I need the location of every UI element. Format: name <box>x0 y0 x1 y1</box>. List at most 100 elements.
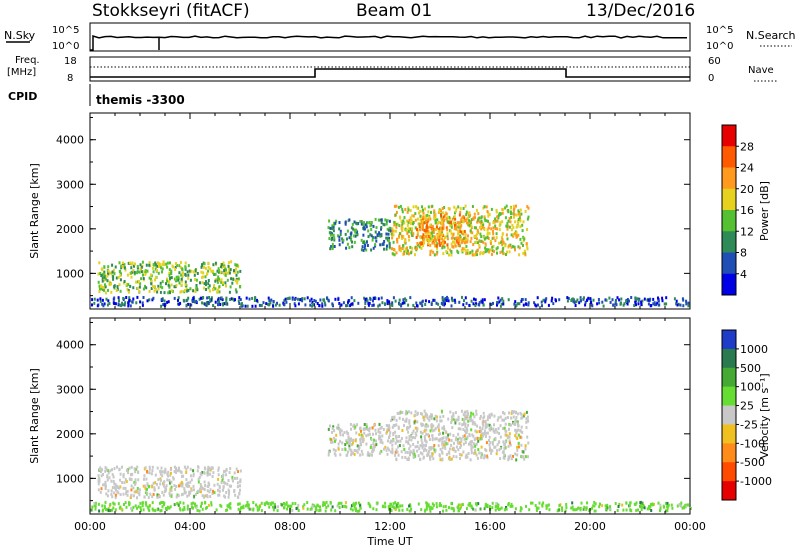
scatter-cell <box>407 235 410 238</box>
scatter-cell <box>598 301 601 305</box>
scatter-cell <box>388 226 391 230</box>
scatter-cell <box>332 229 335 233</box>
scatter-cell <box>220 481 223 485</box>
scatter-cell <box>208 289 211 293</box>
scatter-cell <box>116 465 118 469</box>
scatter-cell <box>140 270 143 274</box>
scatter-cell <box>519 237 522 241</box>
scatter-cell <box>397 205 400 209</box>
scatter-cell <box>409 245 412 249</box>
scatter-cell <box>479 240 482 243</box>
scatter-cell <box>190 478 193 482</box>
scatter-cell <box>393 415 396 419</box>
scatter-cell <box>299 298 302 302</box>
scatter-cell <box>375 226 378 229</box>
scatter-cell <box>361 452 364 456</box>
scatter-cell <box>461 503 464 507</box>
scatter-cell <box>206 489 209 493</box>
scatter-cell <box>416 440 419 444</box>
scatter-cell <box>160 470 163 474</box>
scatter-cell <box>401 226 404 230</box>
scatter-cell <box>626 298 629 301</box>
scatter-cell <box>165 507 167 510</box>
scatter-cell <box>525 426 528 430</box>
scatter-cell <box>462 232 465 236</box>
scatter-cell <box>200 490 202 494</box>
scatter-cell <box>439 502 441 506</box>
scatter-cell <box>510 502 513 506</box>
scatter-cell <box>224 495 227 499</box>
scatter-cell <box>483 215 486 219</box>
scatter-cell <box>416 427 419 431</box>
scatter-cell <box>156 261 159 265</box>
scatter-cell <box>152 266 154 270</box>
scatter-cell <box>378 422 381 426</box>
scatter-cell <box>393 204 396 208</box>
scatter-cell <box>268 298 271 302</box>
scatter-cell <box>419 412 422 416</box>
scatter-cell <box>203 471 206 475</box>
scatter-cell <box>440 229 443 233</box>
scatter-cell <box>476 232 479 236</box>
scatter-cell <box>395 458 398 462</box>
scatter-cell <box>327 427 330 431</box>
scatter-cell <box>479 436 482 440</box>
scatter-cell <box>390 450 393 454</box>
scatter-cell <box>426 225 429 229</box>
scatter-cell <box>496 418 499 422</box>
scatter-cell <box>115 289 118 292</box>
scatter-cell <box>424 214 427 218</box>
scatter-cell <box>461 220 464 224</box>
scatter-cell <box>460 444 462 448</box>
scatter-cell <box>425 423 428 427</box>
scatter-cell <box>491 245 494 249</box>
scatter-cell <box>151 495 154 499</box>
scatter-cell <box>410 411 413 415</box>
scatter-cell <box>337 447 340 451</box>
scatter-cell <box>374 428 377 432</box>
scatter-cell <box>176 469 179 473</box>
y-tick-label: 1000 <box>56 267 84 280</box>
scatter-cell <box>445 442 448 446</box>
colorbar-swatch <box>722 188 736 211</box>
scatter-cell <box>391 236 394 240</box>
scatter-cell <box>224 273 227 277</box>
scatter-cell <box>488 446 491 450</box>
scatter-cell <box>201 301 204 305</box>
scatter-cell <box>421 452 424 456</box>
scatter-cell <box>229 285 232 289</box>
scatter-cell <box>508 439 511 443</box>
colorbar-label: Power [dB] <box>758 181 771 241</box>
scatter-cell <box>181 271 184 275</box>
scatter-cell <box>541 503 544 507</box>
scatter-cell <box>429 505 432 509</box>
scatter-cell <box>597 298 600 301</box>
nsky-tick-top: 10^5 <box>52 25 79 36</box>
scatter-cell <box>225 491 228 494</box>
scatter-cell <box>365 442 368 446</box>
scatter-cell <box>409 296 412 300</box>
scatter-cell <box>589 297 592 301</box>
scatter-cell <box>170 289 173 293</box>
scatter-cell <box>232 297 235 301</box>
scatter-cell <box>237 277 240 281</box>
scatter-cell <box>272 304 275 308</box>
scatter-cell <box>409 435 412 438</box>
scatter-cell <box>348 246 351 250</box>
scatter-cell <box>316 503 319 507</box>
scatter-cell <box>485 219 488 223</box>
freq-panel-frame <box>89 56 691 82</box>
scatter-cell <box>185 287 188 291</box>
scatter-cell <box>676 504 679 508</box>
scatter-cell <box>327 298 330 302</box>
scatter-cell <box>415 433 418 437</box>
scatter-cell <box>109 469 112 473</box>
scatter-cell <box>406 507 409 511</box>
scatter-cell <box>391 227 394 231</box>
scatter-cell <box>387 232 390 236</box>
scatter-cell <box>143 484 146 488</box>
scatter-cell <box>421 300 424 304</box>
scatter-cell <box>191 505 193 509</box>
scatter-cell <box>120 266 123 270</box>
